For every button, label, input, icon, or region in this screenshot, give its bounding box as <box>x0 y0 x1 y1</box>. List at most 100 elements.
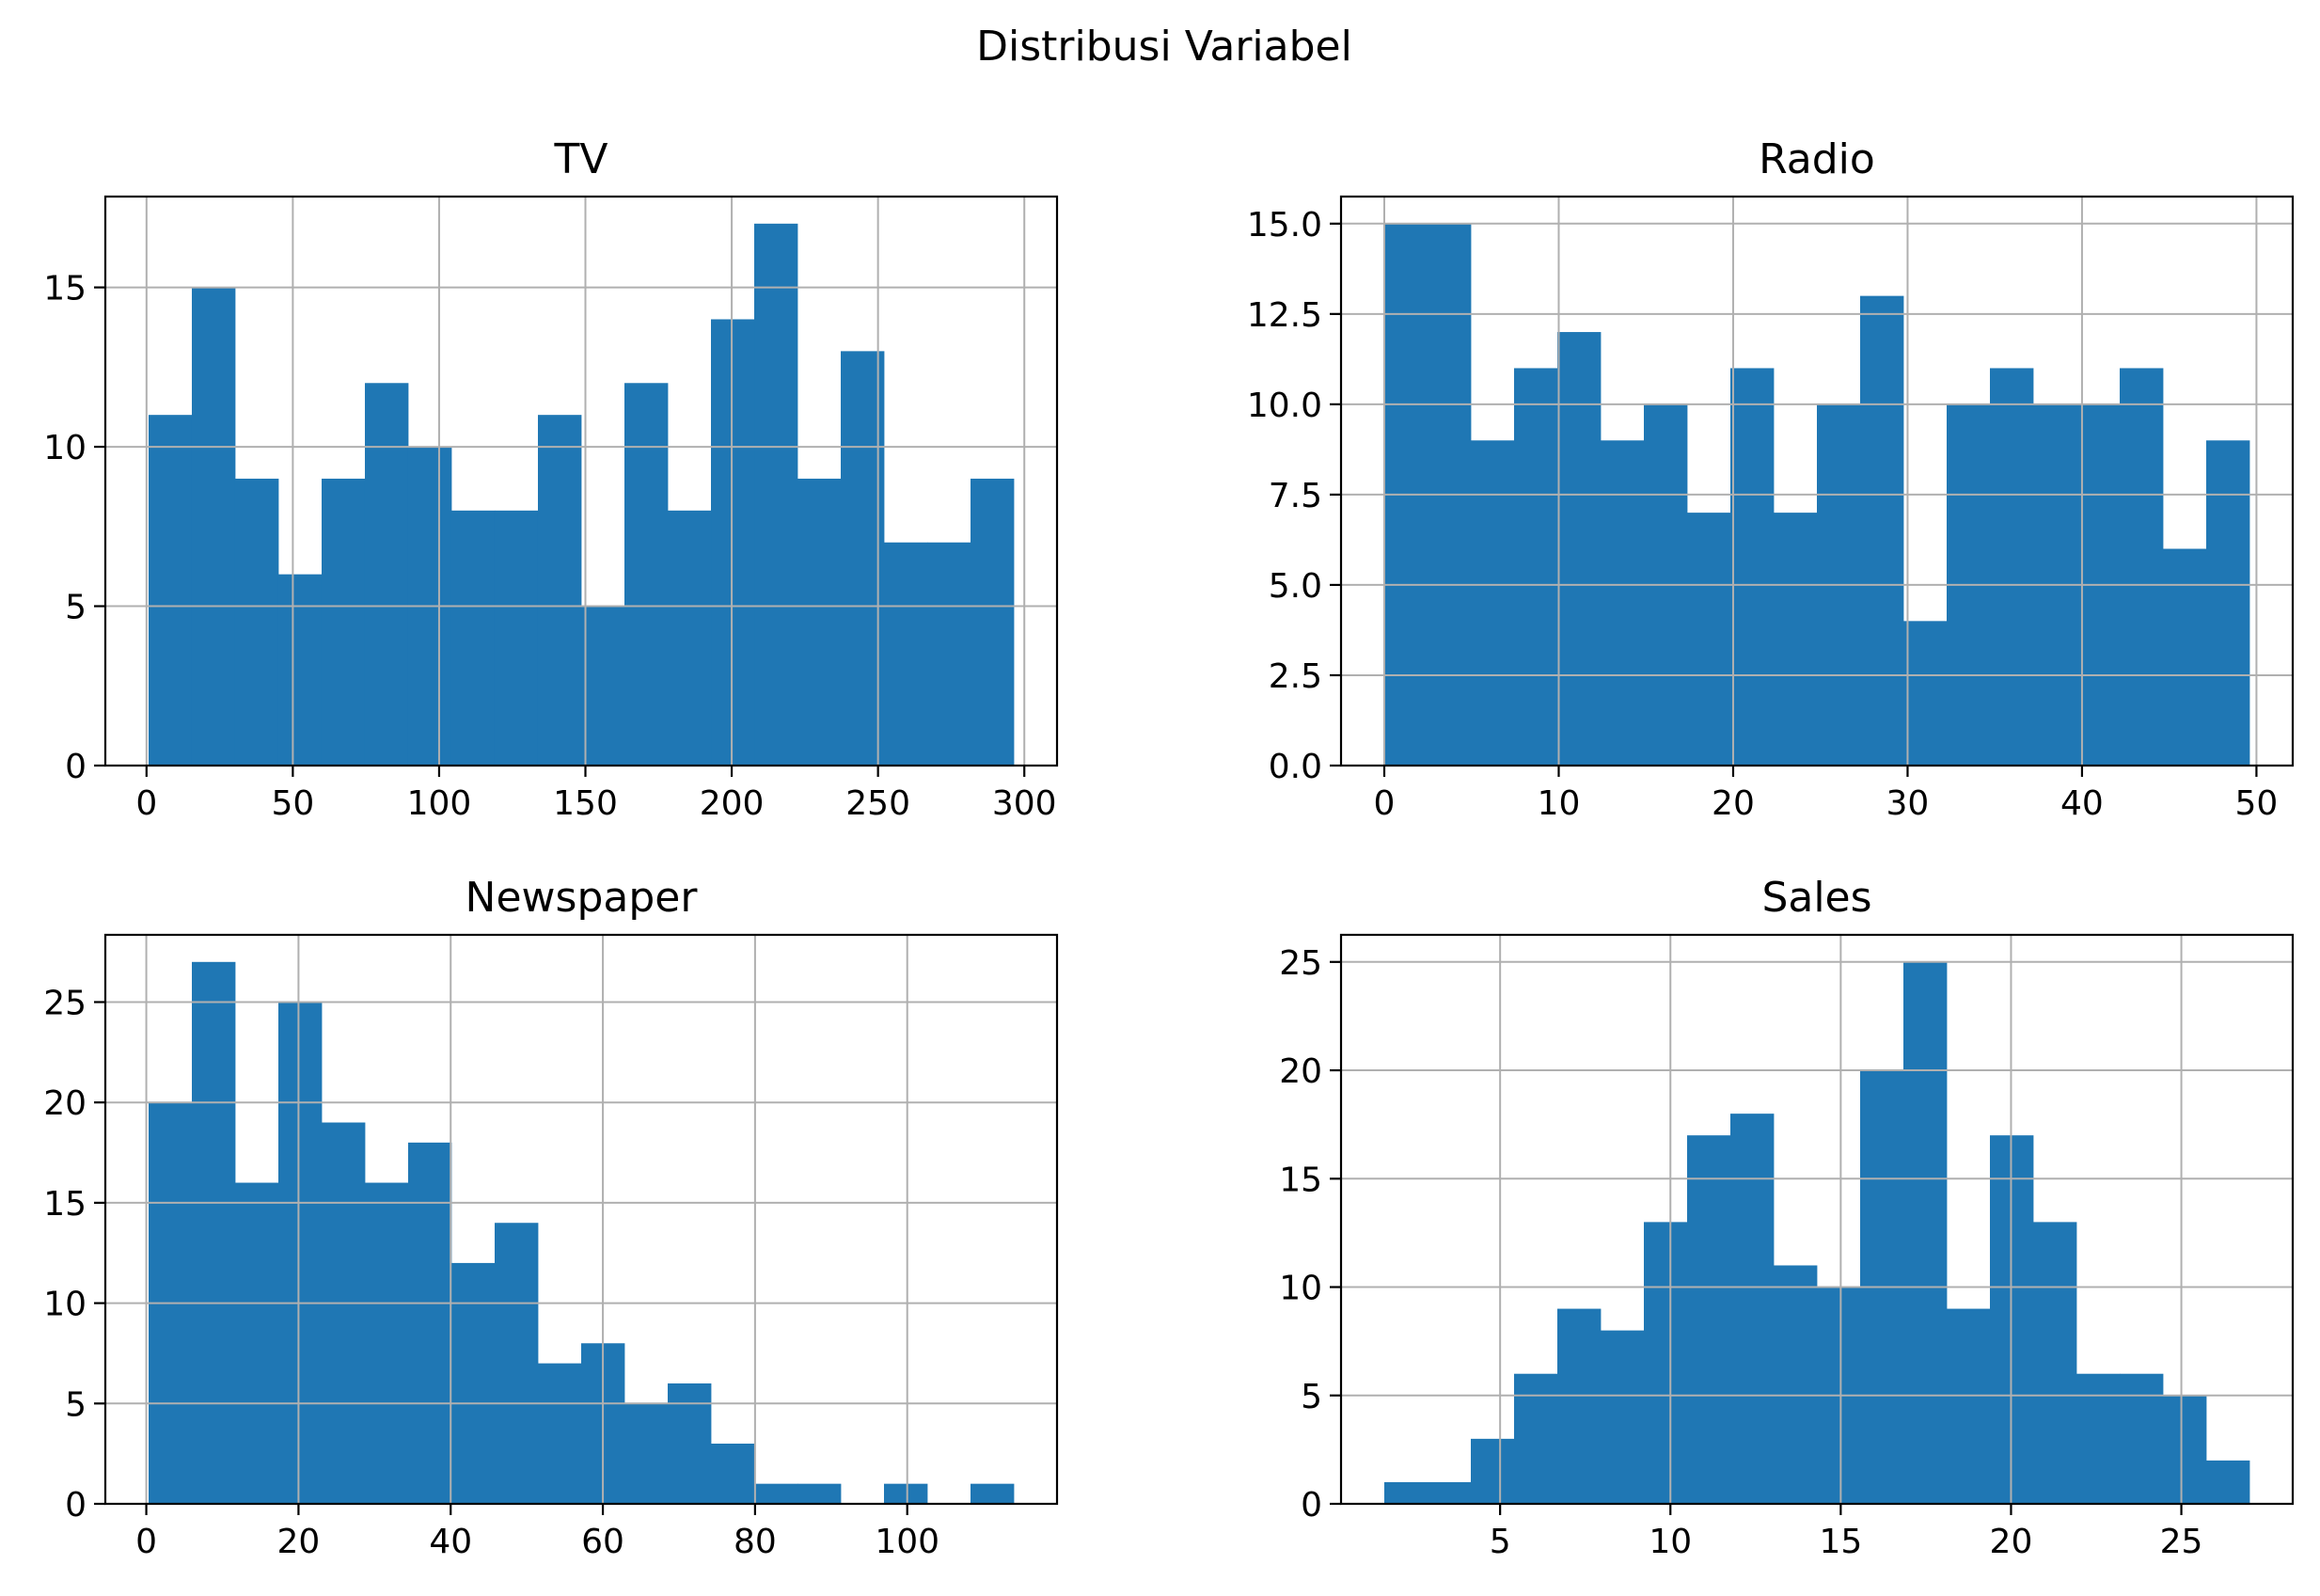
radio-xtick-label-5: 50 <box>2235 784 2279 823</box>
tv-xtick-label-4: 200 <box>700 784 765 823</box>
tv-bar-0 <box>148 415 193 766</box>
radio-xtick-label-2: 20 <box>1712 784 1755 823</box>
sales-bar-1 <box>1428 1481 1472 1504</box>
newspaper-bar-12 <box>668 1383 712 1504</box>
tv-bar-3 <box>277 574 323 766</box>
newspaper-ytick-label-2: 10 <box>43 1286 87 1324</box>
radio-bar-3 <box>1514 368 1558 766</box>
radio-bar-19 <box>2206 440 2250 766</box>
sales-ytick-label-1: 5 <box>1301 1378 1322 1416</box>
radio-xtick-label-0: 0 <box>1374 784 1396 823</box>
tv-ytick-label-2: 10 <box>43 429 87 467</box>
radio-bar-8 <box>1730 368 1775 766</box>
sales-bar-19 <box>2206 1460 2250 1504</box>
sales-bar-12 <box>1903 961 1948 1504</box>
newspaper-bar-5 <box>365 1182 409 1504</box>
newspaper-axes-frame <box>103 933 1059 1506</box>
sales-bar-17 <box>2120 1373 2164 1504</box>
sales-ytick-label-4: 20 <box>1279 1052 1322 1091</box>
newspaper-xtick-label-1: 20 <box>276 1523 320 1561</box>
radio-bar-14 <box>1990 368 2034 766</box>
newspaper-bar-15 <box>797 1483 842 1504</box>
sales-bar-9 <box>1774 1265 1818 1504</box>
newspaper-ytick-label-5: 25 <box>43 984 87 1022</box>
sales-xtick-label-4: 25 <box>2160 1523 2203 1561</box>
tv-bar-1 <box>191 287 236 766</box>
newspaper-bar-6 <box>408 1142 452 1504</box>
tv-bar-15 <box>797 478 842 766</box>
radio-ytick-label-1: 2.5 <box>1269 657 1322 696</box>
tv-title: TV <box>554 135 608 183</box>
radio-bar-12 <box>1903 621 1948 766</box>
radio-bar-5 <box>1601 440 1645 766</box>
sales-bar-18 <box>2163 1395 2207 1504</box>
radio-bar-18 <box>2163 548 2207 766</box>
sales-bar-6 <box>1644 1222 1688 1504</box>
sales-bar-8 <box>1730 1114 1775 1504</box>
sales-ytick-label-0: 0 <box>1301 1486 1322 1525</box>
radio-xtick-label-1: 10 <box>1538 784 1581 823</box>
newspaper-bar-13 <box>711 1443 755 1504</box>
tv-xtick-label-0: 0 <box>135 784 157 823</box>
newspaper-ytick-label-1: 5 <box>65 1385 87 1424</box>
figure-title: Distribusi Variabel <box>976 23 1352 71</box>
sales-ytick-label-2: 10 <box>1279 1270 1322 1308</box>
sales-bar-13 <box>1947 1308 1991 1504</box>
sales-bar-4 <box>1557 1308 1602 1504</box>
newspaper-xtick-label-0: 0 <box>135 1523 157 1561</box>
newspaper-bar-4 <box>322 1122 366 1504</box>
newspaper-bar-8 <box>495 1223 539 1504</box>
newspaper-bar-7 <box>451 1262 496 1504</box>
newspaper-xtick-label-5: 100 <box>875 1523 939 1561</box>
radio-bar-9 <box>1774 513 1818 766</box>
tv-xtick-label-2: 100 <box>407 784 472 823</box>
tv-bar-4 <box>321 478 366 766</box>
newspaper-xtick-label-3: 60 <box>581 1523 624 1561</box>
tv-bar-8 <box>494 510 539 766</box>
newspaper-bar-19 <box>971 1483 1015 1504</box>
radio-axes-frame <box>1339 195 2295 767</box>
tv-ytick-label-3: 15 <box>43 270 87 308</box>
sales-ytick-label-5: 25 <box>1279 944 1322 983</box>
newspaper-title: Newspaper <box>466 874 699 922</box>
newspaper-bar-9 <box>538 1363 582 1504</box>
histogram-radio: 0 10 20 30 40 50 0.0 2.5 5.0 7.5 10.0 12.5 15.0 Radio <box>1247 135 2295 823</box>
tv-ytick-label-0: 0 <box>65 748 87 786</box>
tv-bar-14 <box>754 223 798 766</box>
radio-bar-11 <box>1860 295 1904 766</box>
newspaper-ytick-label-3: 15 <box>43 1185 87 1224</box>
tv-axes-frame <box>103 195 1059 767</box>
newspaper-bar-11 <box>624 1403 669 1504</box>
newspaper-bar-2 <box>235 1182 279 1504</box>
radio-bar-2 <box>1471 440 1515 766</box>
newspaper-xtick-label-2: 40 <box>429 1523 472 1561</box>
sales-xtick-label-3: 20 <box>1990 1523 2033 1561</box>
newspaper-bar-3 <box>278 1002 323 1504</box>
tv-bar-13 <box>711 319 755 766</box>
sales-bar-7 <box>1687 1135 1731 1504</box>
tv-xtick-label-1: 50 <box>271 784 314 823</box>
radio-bar-7 <box>1687 513 1731 766</box>
radio-xtick-label-3: 30 <box>1886 784 1930 823</box>
tv-bar-7 <box>450 510 496 766</box>
sales-bar-2 <box>1471 1438 1515 1504</box>
sales-bar-15 <box>2033 1222 2077 1504</box>
radio-ytick-label-2: 5.0 <box>1269 567 1322 606</box>
tv-xtick-label-6: 300 <box>992 784 1057 823</box>
radio-ytick-label-0: 0.0 <box>1269 748 1322 786</box>
tv-bar-5 <box>364 383 409 766</box>
radio-title: Radio <box>1759 135 1875 183</box>
radio-ytick-label-4: 10.0 <box>1247 387 1322 425</box>
newspaper-ytick-label-4: 20 <box>43 1084 87 1123</box>
tv-bar-19 <box>971 478 1015 766</box>
histogram-newspaper: 0 20 40 60 80 100 0 5 10 15 20 25 Newspaper <box>43 874 1059 1561</box>
radio-ytick-label-6: 15.0 <box>1247 206 1322 245</box>
sales-bar-16 <box>2076 1373 2121 1504</box>
sales-bar-5 <box>1601 1330 1645 1504</box>
tv-bar-9 <box>537 415 582 766</box>
tv-xtick-label-5: 250 <box>845 784 910 823</box>
tv-bar-2 <box>234 478 279 766</box>
sales-bar-3 <box>1514 1373 1558 1504</box>
tv-xtick-label-3: 150 <box>553 784 618 823</box>
